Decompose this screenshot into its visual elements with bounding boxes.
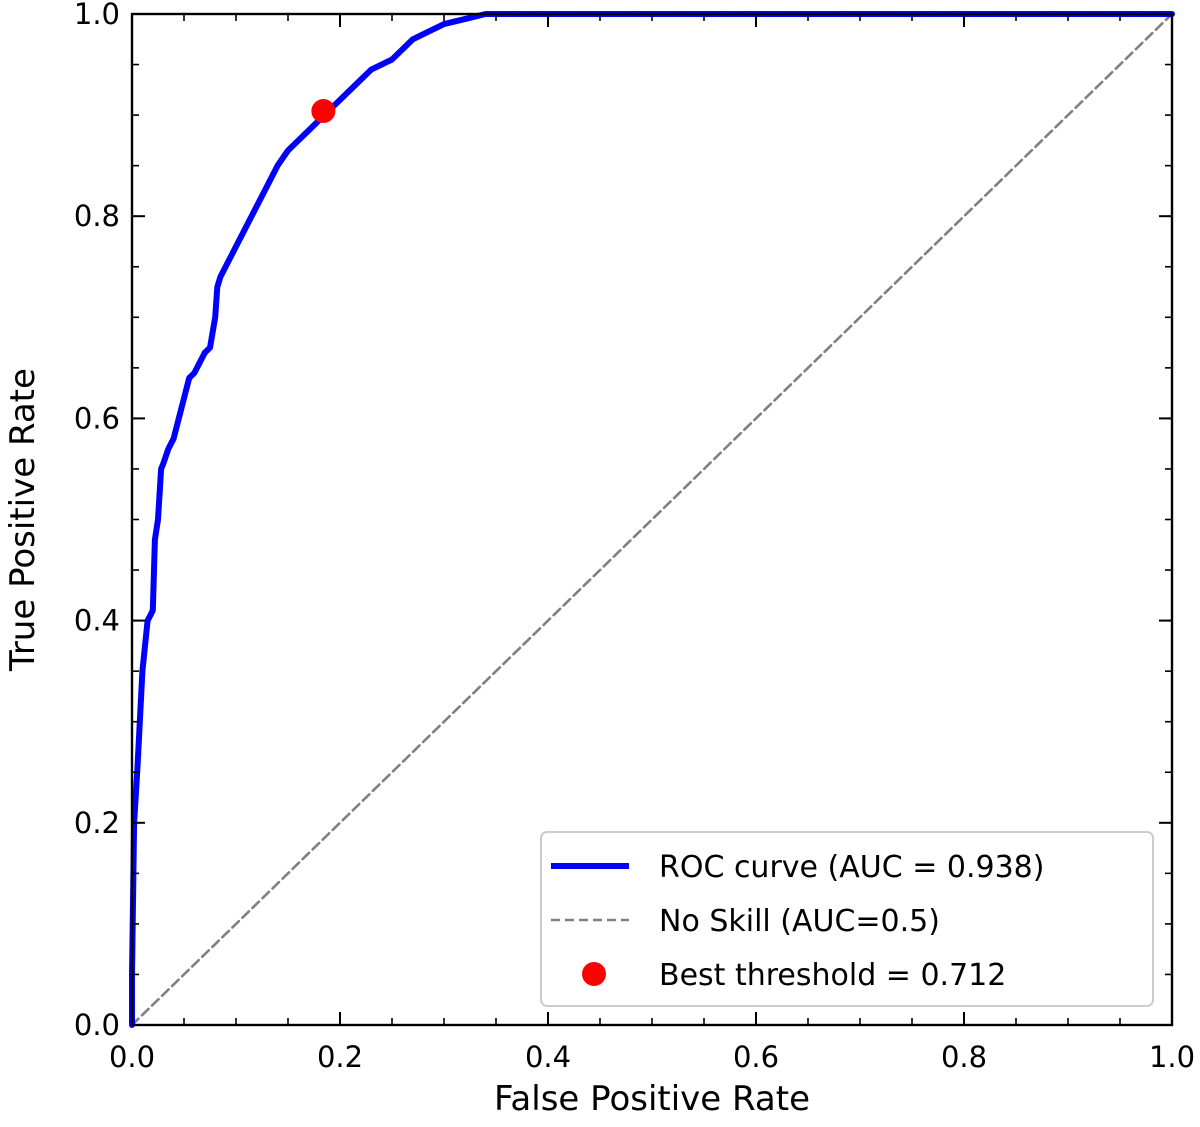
legend-box xyxy=(540,831,1154,1007)
legend: ROC curve (AUC = 0.938) No Skill (AUC=0.5… xyxy=(540,831,1154,1007)
x-tick-label: 0.8 xyxy=(941,1040,987,1074)
axis-ticks: 0.0 0.2 0.4 0.6 0.8 1.0 0.0 0.2 0.4 0.6 0.8 1.0 xyxy=(74,0,1195,1074)
x-tick-label: 0.0 xyxy=(109,1040,155,1074)
legend-label: No Skill (AUC=0.5) xyxy=(659,904,940,939)
y-tick-label: 0.0 xyxy=(74,1008,120,1042)
best-threshold-point xyxy=(311,99,336,124)
no-skill-line xyxy=(130,12,1174,1027)
plot-area xyxy=(129,11,1175,1028)
y-tick-label: 1.0 xyxy=(74,0,120,31)
y-axis-title: True Positive Rate xyxy=(3,368,43,672)
legend-label: ROC curve (AUC = 0.938) xyxy=(659,850,1044,885)
x-axis-title: False Positive Rate xyxy=(494,1079,810,1119)
y-tick-label: 0.2 xyxy=(74,806,120,840)
legend-marker-point xyxy=(582,962,606,986)
legend-label: Best threshold = 0.712 xyxy=(659,958,1006,993)
y-tick-label: 0.8 xyxy=(74,199,120,233)
x-tick-label: 1.0 xyxy=(1149,1040,1195,1074)
y-tick-label: 0.4 xyxy=(74,604,120,638)
y-tick-label: 0.6 xyxy=(74,401,120,435)
x-tick-label: 0.6 xyxy=(733,1040,779,1074)
roc-curve-line xyxy=(129,11,1175,1028)
x-tick-label: 0.4 xyxy=(525,1040,571,1074)
x-tick-label: 0.2 xyxy=(317,1040,363,1074)
